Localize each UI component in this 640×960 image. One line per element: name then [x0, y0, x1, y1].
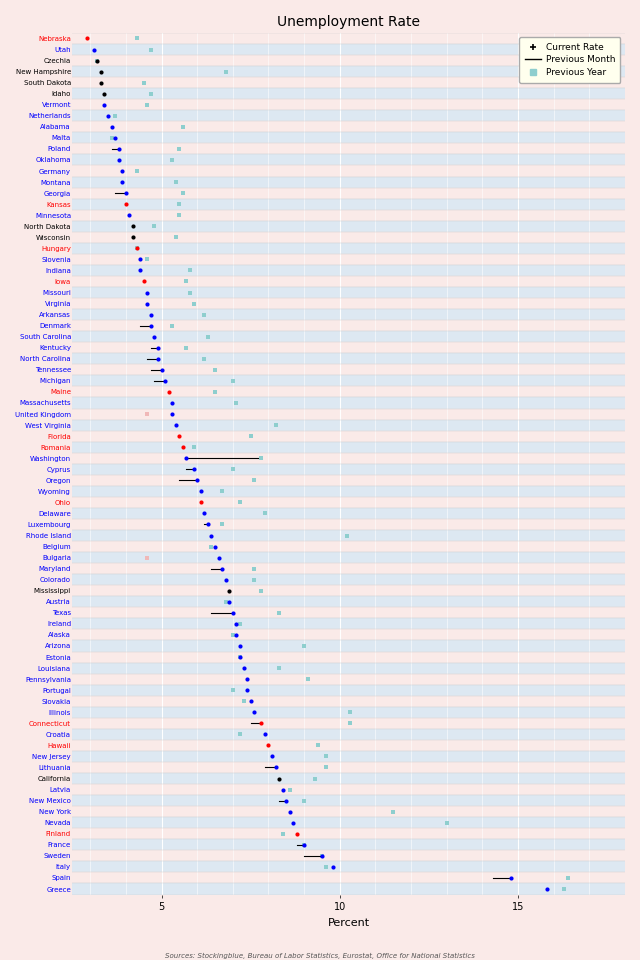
Bar [72, 740, 625, 751]
Bar [72, 806, 625, 817]
Bar [72, 397, 625, 409]
Bar [72, 762, 625, 773]
Bar [72, 773, 625, 784]
Bar [72, 265, 625, 276]
Bar [72, 309, 625, 320]
Bar [72, 795, 625, 806]
Bar [72, 420, 625, 431]
Bar [72, 564, 625, 574]
Bar [72, 77, 625, 88]
Bar [72, 817, 625, 828]
Bar [72, 110, 625, 121]
Bar [72, 497, 625, 508]
Bar [72, 253, 625, 265]
Bar [72, 883, 625, 895]
Bar [72, 718, 625, 729]
Bar [72, 55, 625, 66]
Bar [72, 596, 625, 608]
Bar [72, 640, 625, 652]
Bar [72, 839, 625, 851]
Bar [72, 221, 625, 231]
Bar [72, 155, 625, 165]
Bar [72, 33, 625, 44]
Bar [72, 652, 625, 662]
Bar [72, 209, 625, 221]
Bar [72, 365, 625, 375]
Bar [72, 44, 625, 55]
Bar [72, 342, 625, 353]
Bar [72, 684, 625, 696]
Bar [72, 530, 625, 541]
Bar [72, 298, 625, 309]
Bar [72, 519, 625, 530]
Bar [72, 431, 625, 442]
Bar [72, 630, 625, 640]
Bar [72, 375, 625, 387]
Bar [72, 873, 625, 883]
Bar [72, 662, 625, 674]
Bar [72, 729, 625, 740]
Bar [72, 353, 625, 365]
Bar [72, 486, 625, 497]
Bar [72, 707, 625, 718]
Bar [72, 187, 625, 199]
Text: Sources: Stockingblue, Bureau of Labor Statistics, Eurostat, Office for National: Sources: Stockingblue, Bureau of Labor S… [165, 953, 475, 959]
Bar [72, 861, 625, 873]
Bar [72, 177, 625, 187]
Bar [72, 464, 625, 475]
Bar [72, 453, 625, 464]
Bar [72, 287, 625, 298]
Bar [72, 574, 625, 586]
Title: Unemployment Rate: Unemployment Rate [277, 15, 420, 29]
Bar [72, 66, 625, 77]
Bar [72, 674, 625, 684]
Legend: Current Rate, Previous Month, Previous Year: Current Rate, Previous Month, Previous Y… [520, 37, 621, 83]
Bar [72, 276, 625, 287]
Bar [72, 586, 625, 596]
Bar [72, 475, 625, 486]
Bar [72, 165, 625, 177]
Bar [72, 243, 625, 253]
Bar [72, 409, 625, 420]
Bar [72, 231, 625, 243]
Bar [72, 618, 625, 630]
Bar [72, 552, 625, 564]
Bar [72, 132, 625, 143]
Bar [72, 99, 625, 110]
Bar [72, 508, 625, 519]
Bar [72, 442, 625, 453]
Bar [72, 784, 625, 795]
Bar [72, 121, 625, 132]
Bar [72, 88, 625, 99]
Bar [72, 608, 625, 618]
X-axis label: Percent: Percent [328, 918, 370, 927]
Bar [72, 696, 625, 707]
Bar [72, 828, 625, 839]
Bar [72, 751, 625, 762]
Bar [72, 387, 625, 397]
Bar [72, 331, 625, 342]
Bar [72, 851, 625, 861]
Bar [72, 143, 625, 155]
Bar [72, 199, 625, 209]
Bar [72, 320, 625, 331]
Bar [72, 541, 625, 552]
